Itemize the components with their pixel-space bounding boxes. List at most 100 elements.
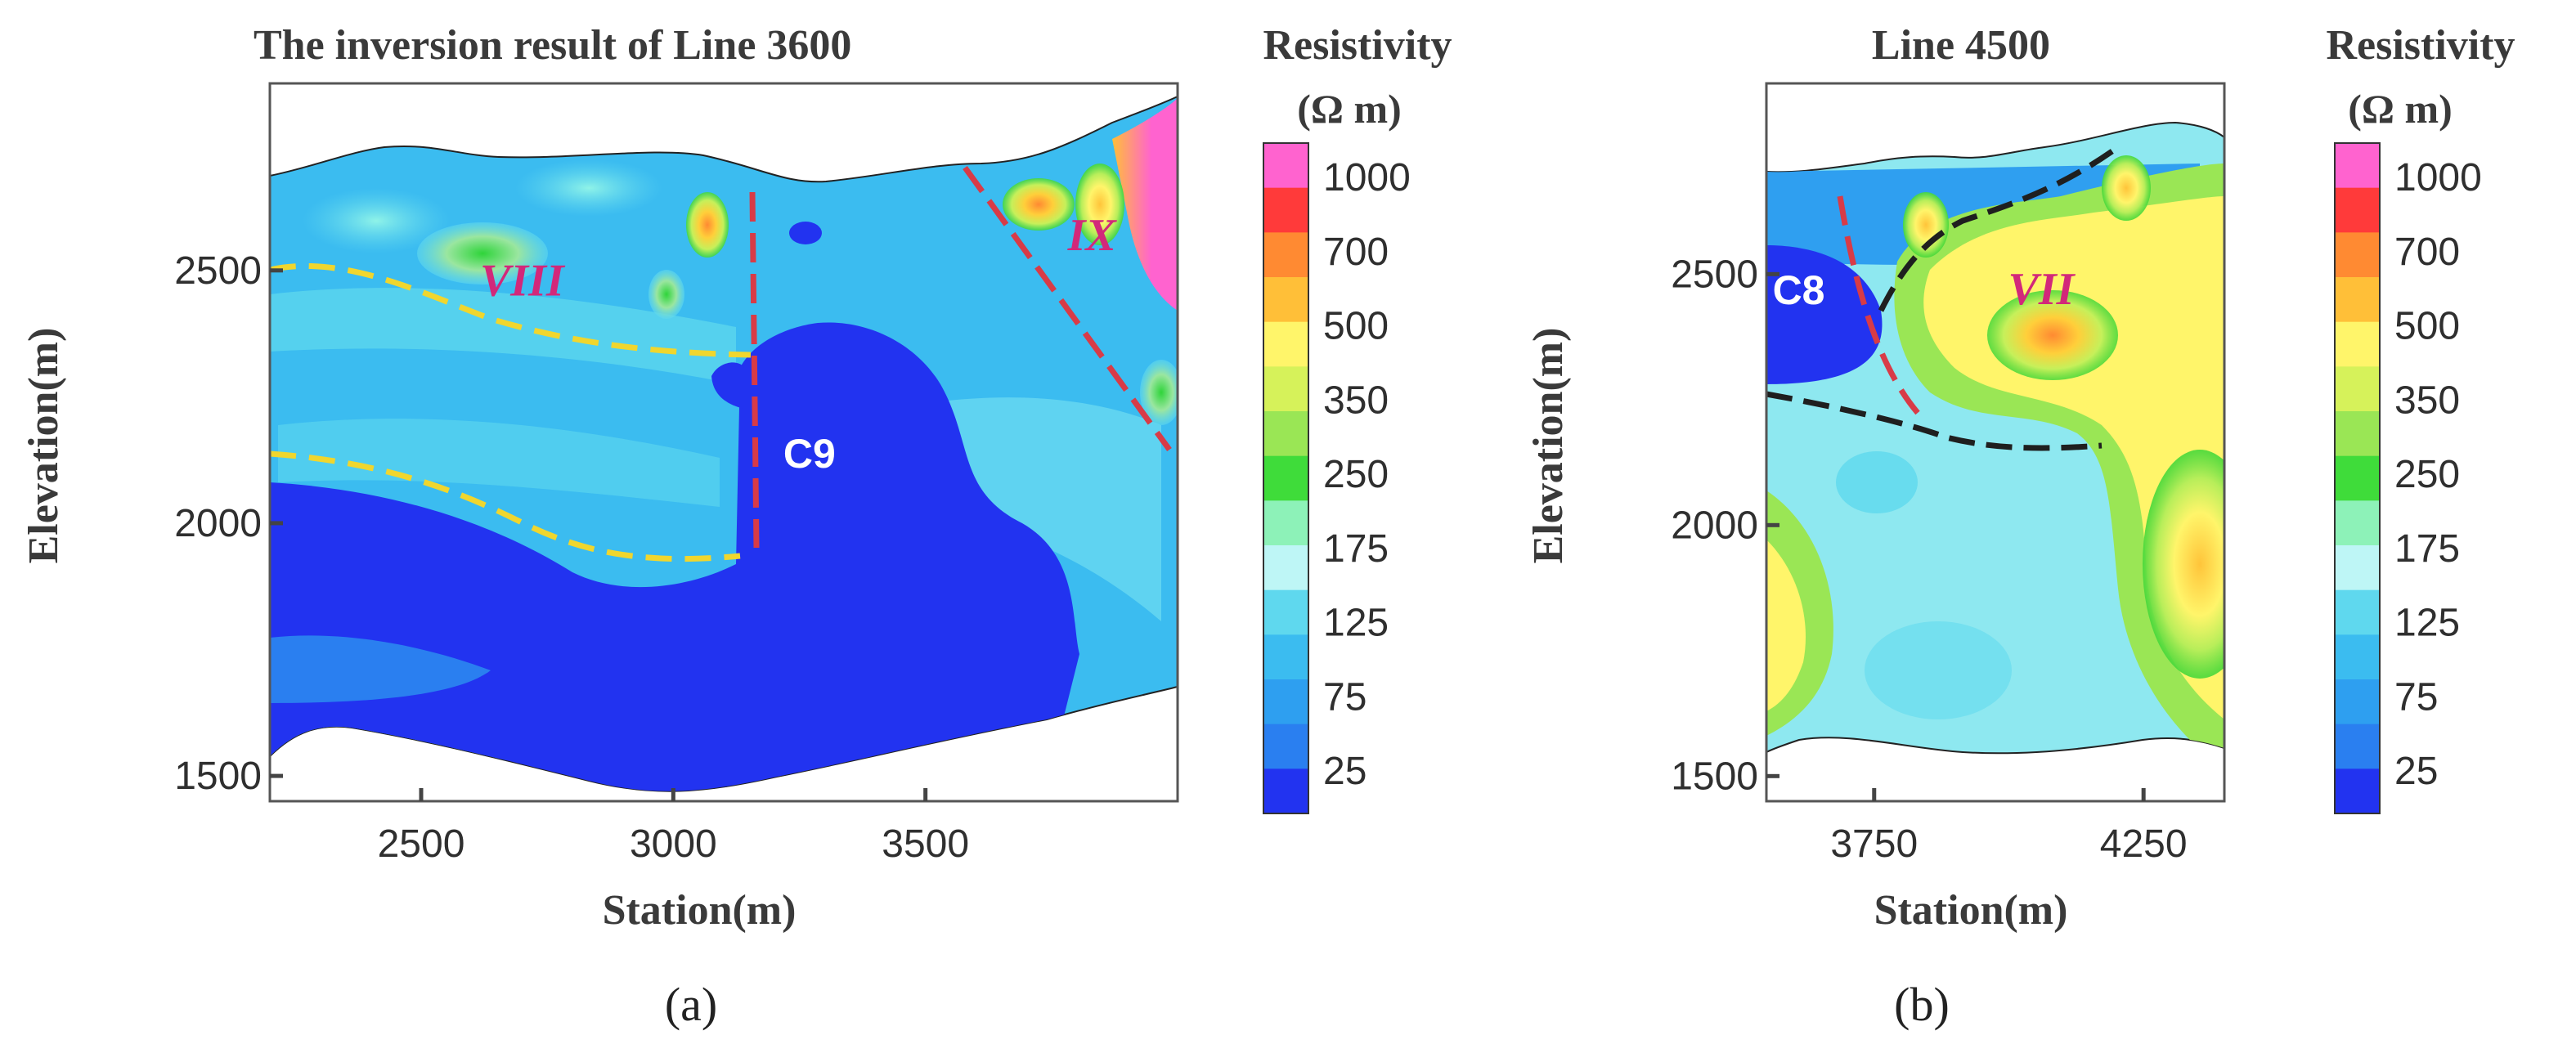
panel-a-y-ticks: 1500 2000 2500 (174, 249, 283, 798)
y-tick-label: 1500 (174, 755, 262, 798)
colorbar-tick-label: 25 (2394, 750, 2438, 793)
colorbar-swatch (2335, 500, 2380, 546)
colorbar-tick-label: 75 (1323, 675, 1367, 719)
colorbar-swatch (1263, 411, 1308, 457)
panel-a-conductor-c9-inset (711, 362, 744, 409)
colorbar-tick-label: 500 (1323, 305, 1389, 348)
colorbar-frame (1263, 142, 1309, 814)
colorbar-swatch (2335, 187, 2380, 233)
panel-b-y-axis-label: Elevation(m) (1525, 328, 1572, 564)
panel-a-anomaly-ix-yellow (1075, 164, 1124, 245)
panel-a-high-zone-ix (1112, 98, 1178, 311)
panel-a-x-ticks: 2500 3000 3500 (378, 788, 969, 866)
colorbar-tick-label: 175 (1323, 527, 1389, 571)
x-tick-label: 3750 (1830, 822, 1918, 866)
panel-a-title: The inversion result of Line 3600 (254, 22, 851, 69)
colorbar-swatch (2335, 679, 2380, 725)
colorbar-swatch (1263, 366, 1308, 412)
panel-a-colorbar: Resistivity (Ω m) 1000 700 500 350 250 175 125… (1263, 22, 1452, 814)
y-tick-label: 2000 (1671, 504, 1758, 547)
panel-a-resistivity-field (270, 98, 1178, 791)
panel-a-anomaly-ix-orange (1003, 178, 1075, 231)
panel-b-cyan-pocket (1836, 451, 1918, 513)
colorbar-swatch (2335, 366, 2380, 412)
colorbar-swatch (1263, 679, 1308, 725)
panel-b-colorbar: Resistivity (Ω m) 1000 700 500 350 250 175 125… (2326, 22, 2515, 814)
panel-a-colorbar-swatches (1263, 142, 1309, 814)
colorbar-swatch (1263, 143, 1308, 189)
colorbar-frame (2334, 142, 2381, 814)
x-tick-label: 2500 (378, 822, 465, 866)
panel-a-plot-frame (268, 82, 1179, 803)
panel-b-anomaly-right-deep (2143, 450, 2224, 679)
y-tick-label: 2500 (1671, 253, 1758, 296)
x-tick-label: 4250 (2100, 822, 2188, 866)
panel-a: The inversion result of Line 3600 (20, 22, 1452, 1031)
x-tick-label: 3000 (630, 822, 717, 866)
panel-b-boundary-upper (1878, 145, 2120, 312)
panel-b-anomaly-yellow-top (1903, 192, 1949, 258)
panel-b-colorbar-swatches (2334, 142, 2381, 814)
colorbar-swatch (2335, 589, 2380, 635)
annotation-ix: IX (1067, 210, 1118, 261)
colorbar-swatch (2335, 634, 2380, 680)
panel-a-colorbar-unit: (Ω m) (1297, 86, 1402, 132)
x-tick-label: 3500 (882, 822, 969, 866)
panel-b-caption: (b) (1894, 978, 1950, 1031)
panel-b-colorbar-title: Resistivity (2326, 22, 2515, 69)
panel-a-boundary-viii-lower (269, 450, 741, 562)
panel-a-caption: (a) (665, 978, 717, 1031)
annotation-vii: VII (2008, 264, 2076, 315)
colorbar-tick-label: 1000 (2394, 156, 2482, 199)
panel-b-title: Line 4500 (1872, 22, 2050, 69)
annotation-c9: C9 (783, 431, 836, 477)
panel-b-x-axis-label: Station(m) (1874, 887, 2068, 934)
panel-a-anomaly-cyan (303, 188, 450, 253)
colorbar-tick-label: 350 (2394, 379, 2460, 422)
panel-a-anomaly-cyan-2 (515, 159, 662, 217)
panel-b-left-lobe-yellow (1766, 540, 1806, 711)
panel-a-anomaly-orange (686, 192, 729, 258)
y-tick-label: 1500 (1671, 755, 1758, 798)
colorbar-swatch (1263, 589, 1308, 635)
panel-b: Line 4500 (1525, 22, 2515, 1031)
panel-a-anomaly-dark-spot (789, 222, 822, 244)
colorbar-tick-label: 700 (1323, 231, 1389, 274)
colorbar-swatch (1263, 545, 1308, 591)
colorbar-swatch (1263, 232, 1308, 278)
panel-b-colorbar-unit: (Ω m) (2348, 86, 2453, 132)
panel-b-colorbar-ticks: 1000 700 500 350 250 175 125 75 25 (2394, 156, 2482, 793)
panel-b-plot: 3750 4250 1500 2000 2500 VII C8 (1671, 82, 2226, 866)
colorbar-swatch (2335, 768, 2380, 814)
panel-a-band-light2 (278, 419, 720, 507)
panel-a-x-axis-label: Station(m) (603, 887, 797, 934)
panel-b-boundary-lower (1766, 391, 2103, 451)
colorbar-swatch (2335, 143, 2380, 189)
panel-a-anomaly-ix-green (1140, 360, 1178, 425)
panel-a-left-lobe (270, 635, 491, 703)
panel-a-fault-c9 (749, 191, 760, 549)
panel-b-anomaly-yellow-top2 (2102, 155, 2151, 221)
panel-a-band-light (270, 288, 736, 384)
colorbar-swatch (2335, 545, 2380, 591)
panel-b-annotations: VII C8 (1773, 264, 2076, 315)
panel-a-y-axis-label: Elevation(m) (20, 328, 67, 564)
panel-a-anomaly-green-2 (648, 270, 684, 319)
panel-b-resistivity-field (1766, 155, 2224, 754)
colorbar-tick-label: 75 (2394, 675, 2438, 719)
panel-a-plot: 2500 3000 3500 1500 2000 2500 VIII IX C9 (174, 82, 1179, 866)
colorbar-swatch (1263, 724, 1308, 769)
panel-b-cyan-pocket2 (1865, 621, 2012, 719)
panel-b-x-ticks: 3750 4250 (1830, 788, 2188, 866)
colorbar-swatch (2335, 724, 2380, 769)
annotation-c8: C8 (1773, 267, 1825, 313)
y-tick-label: 2500 (174, 249, 262, 293)
colorbar-tick-label: 250 (2394, 453, 2460, 496)
y-tick-label: 2000 (174, 502, 262, 545)
colorbar-tick-label: 250 (1323, 453, 1389, 496)
colorbar-swatch (1263, 321, 1308, 367)
colorbar-swatch (1263, 277, 1308, 323)
colorbar-tick-label: 700 (2394, 231, 2460, 274)
colorbar-swatch (2335, 411, 2380, 457)
